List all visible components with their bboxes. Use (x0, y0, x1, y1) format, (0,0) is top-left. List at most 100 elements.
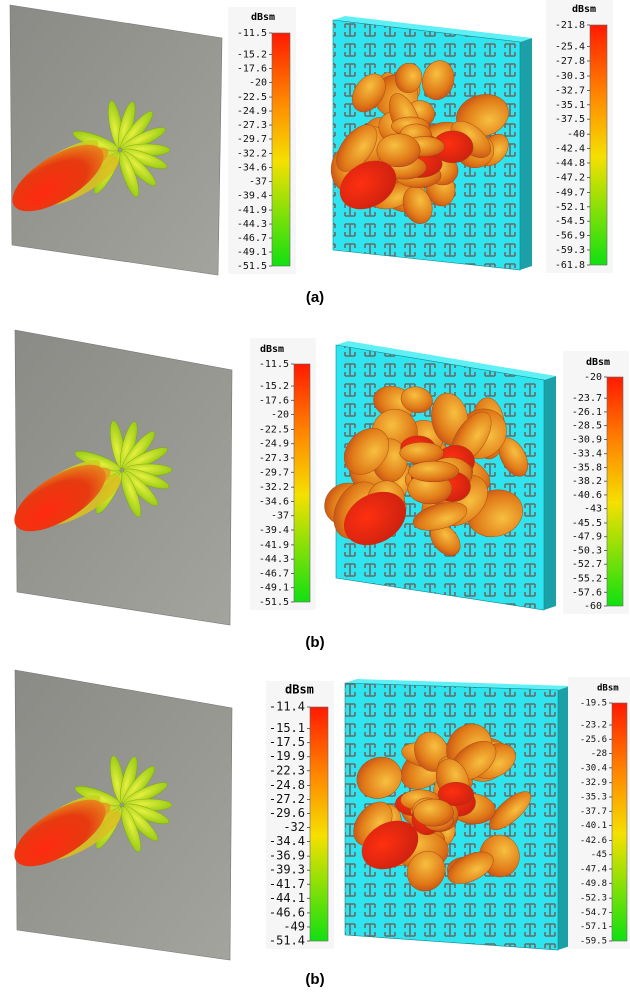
tick-label: -42.6 (580, 836, 607, 846)
tick-label: -30.9 (572, 434, 602, 445)
tick-label: -37.7 (580, 807, 607, 817)
tick-label: -19.9 (269, 749, 305, 763)
colorbar-unit: dBsm (586, 357, 610, 368)
tick-label: -52.3 (580, 894, 607, 904)
tick-label: -22.3 (269, 763, 305, 777)
tick-label: -29.7 (259, 467, 289, 478)
tick-label: -49.8 (580, 879, 607, 889)
tick-label: -40 (567, 129, 585, 140)
tick-label: -21.8 (555, 20, 585, 31)
tick-label: -32.9 (580, 778, 607, 788)
colorbar (294, 364, 310, 602)
tick-label: -41.7 (269, 877, 305, 891)
tick-label: -17.6 (259, 395, 289, 406)
tick-label: -27.3 (237, 120, 267, 131)
tick-label: -11.5 (259, 359, 289, 370)
tick-label: -44.1 (269, 891, 305, 905)
plate-side (544, 376, 556, 610)
colorbar-unit: dBsm (260, 344, 284, 355)
tick-label: -51.5 (259, 597, 289, 608)
tick-label: -49.7 (555, 187, 585, 198)
tick-label: -35.8 (572, 462, 602, 473)
tick-label: -32.2 (259, 482, 289, 493)
tick-label: -45.5 (572, 518, 602, 529)
tick-label: -39.3 (269, 863, 305, 877)
colorbar (272, 33, 290, 266)
caption: (b) (305, 971, 324, 988)
tick-label: -20 (249, 78, 267, 89)
plate-side (520, 38, 532, 270)
tick-label: -59.3 (555, 245, 585, 256)
tick-label: -42.4 (555, 144, 585, 155)
colorbar (310, 707, 328, 941)
tick-label: -59.5 (580, 937, 607, 947)
tick-label: -37 (249, 177, 267, 188)
tick-label: -15.2 (259, 381, 289, 392)
tick-label: -33.4 (572, 449, 602, 460)
tick-label: -29.7 (237, 134, 267, 145)
scatter-lobe (413, 799, 453, 826)
colorbar-unit: dBsm (572, 4, 596, 15)
caption: (b) (305, 634, 324, 651)
tick-label: -24.9 (237, 106, 267, 117)
tick-label: -34.6 (237, 163, 267, 174)
tick-label: -15.1 (269, 721, 305, 735)
tick-label: -11.4 (269, 700, 305, 714)
tick-label: -25.4 (555, 42, 585, 53)
colorbar (612, 703, 627, 941)
tick-label: -30.4 (580, 763, 607, 773)
colorbar (590, 25, 607, 265)
tick-label: -22.5 (237, 92, 267, 103)
tick-label: -27.2 (269, 792, 305, 806)
tick-label: -56.9 (555, 231, 585, 242)
tick-label: -43 (584, 504, 602, 515)
tick-label: -54.5 (555, 216, 585, 227)
tick-label: -24.8 (269, 778, 305, 792)
tick-label: -37 (271, 511, 289, 522)
tick-label: -32 (283, 820, 305, 834)
tick-label: -39.4 (237, 191, 267, 202)
figure: dBsm -11.5 -15.2 -17.6 -20 -22.5 -24.9 -27.3 -29… (0, 0, 630, 994)
tick-label: -32.7 (555, 85, 585, 96)
tick-label: -50.3 (572, 545, 602, 556)
tick-label: -17.5 (269, 735, 305, 749)
tick-label: -46.7 (237, 233, 267, 244)
tick-label: -11.5 (237, 28, 267, 39)
colorbar-unit: dBsm (285, 683, 314, 697)
colorbar-unit: dBsm (597, 684, 619, 694)
tick-label: -28.5 (572, 421, 602, 432)
tick-label: -27.3 (259, 453, 289, 464)
tick-label: -37.5 (555, 114, 585, 125)
caption: (a) (306, 289, 324, 306)
tick-label: -49.1 (237, 247, 267, 258)
tick-label: -49.1 (259, 583, 289, 594)
tick-label: -34.6 (259, 496, 289, 507)
tick-label: -30.3 (555, 71, 585, 82)
tick-label: -23.2 (580, 721, 607, 731)
tick-label: -52.7 (572, 559, 602, 570)
tick-label: -47.2 (555, 172, 585, 183)
tick-label: -32.2 (237, 149, 267, 160)
tick-label: -57.6 (572, 587, 602, 598)
tick-label: -44.3 (237, 219, 267, 230)
tick-label: -23.7 (572, 393, 602, 404)
tick-label: -27.8 (555, 56, 585, 67)
tick-label: -51.4 (269, 934, 305, 948)
tick-label: -22.5 (259, 424, 289, 435)
tick-label: -34.4 (269, 834, 305, 848)
tick-label: -20 (584, 372, 602, 383)
tick-label: -29.6 (269, 806, 305, 820)
tick-label: -47.4 (580, 865, 607, 875)
tick-label: -20 (271, 410, 289, 421)
tick-label: -55.2 (572, 574, 602, 585)
tick-label: -44.3 (259, 554, 289, 565)
tick-label: -46.6 (269, 905, 305, 919)
tick-label: -51.5 (237, 261, 267, 272)
tick-label: -44.8 (555, 158, 585, 169)
tick-label: -17.6 (237, 64, 267, 75)
scatter-lobe (408, 461, 459, 482)
tick-label: -26.1 (572, 407, 602, 418)
tick-label: -36.9 (269, 849, 305, 863)
tick-label: -49 (283, 919, 305, 933)
tick-label: -52.1 (555, 202, 585, 213)
